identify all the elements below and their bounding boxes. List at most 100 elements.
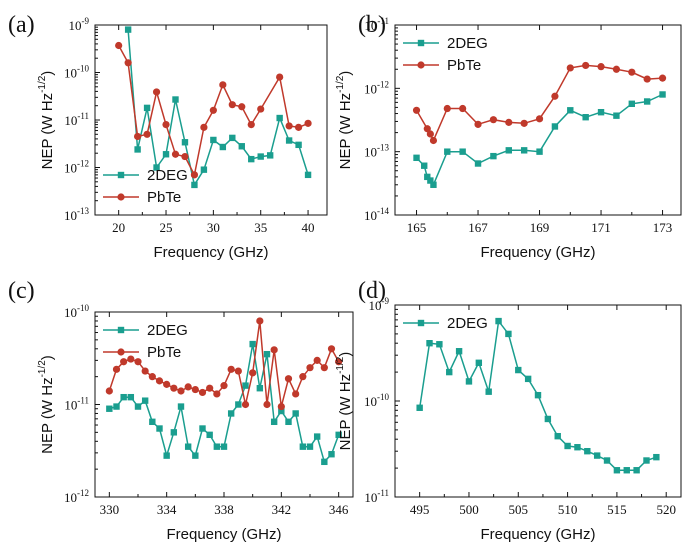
- y-axis-label-exponent: -1/2: [37, 360, 48, 378]
- data-point: [335, 358, 343, 366]
- x-axis-label: Frequency (GHz): [166, 526, 281, 543]
- y-axis-label-close: ): [337, 71, 354, 76]
- data-point: [270, 418, 278, 426]
- y-tick-exponent: -11: [77, 111, 89, 121]
- y-axis-label-main: NEP (W Hz: [39, 377, 56, 453]
- data-point: [238, 143, 245, 150]
- data-point: [628, 68, 636, 76]
- legend-marker: [417, 61, 425, 69]
- data-point: [295, 141, 302, 149]
- legend-label: PbTe: [447, 57, 481, 74]
- y-tick-base: 10: [369, 298, 382, 313]
- data-point: [430, 181, 437, 188]
- data-point: [256, 385, 264, 392]
- data-point: [177, 387, 185, 395]
- series-line: [127, 29, 309, 187]
- data-point: [436, 341, 443, 348]
- panel-label: (c): [8, 278, 35, 304]
- data-point: [424, 173, 431, 181]
- data-point: [313, 356, 321, 364]
- y-tick-base: 10: [364, 394, 377, 409]
- y-axis-label-exponent: -1/2: [335, 75, 346, 93]
- data-point: [421, 162, 428, 169]
- data-point: [127, 355, 135, 363]
- data-point: [584, 447, 591, 455]
- legend-label: 2DEG: [447, 35, 488, 52]
- y-tick-exponent: -11: [377, 488, 389, 498]
- data-point: [249, 369, 257, 377]
- data-point: [485, 388, 492, 395]
- data-point: [564, 442, 571, 450]
- y-tick-label: 10-11: [64, 111, 89, 128]
- y-tick-exponent: -10: [377, 392, 389, 402]
- y-tick-label: 10-14: [364, 206, 389, 223]
- y-tick-label: 10-11: [364, 16, 389, 33]
- series-pbte: [412, 61, 667, 145]
- x-tick-label: 167: [468, 220, 488, 235]
- data-point: [659, 91, 666, 98]
- legend-marker: [117, 171, 125, 179]
- x-tick-label: 338: [214, 502, 234, 517]
- data-point: [124, 59, 132, 67]
- y-tick-exponent: -12: [77, 488, 89, 498]
- legend-label: 2DEG: [147, 322, 188, 339]
- series-line: [108, 320, 340, 407]
- data-point: [134, 403, 142, 410]
- legend-marker: [417, 39, 425, 47]
- data-point: [294, 123, 303, 131]
- data-point: [613, 467, 621, 474]
- y-axis-label-main: NEP (W Hz: [337, 93, 354, 169]
- data-point: [299, 373, 307, 381]
- data-point: [490, 152, 497, 160]
- data-point: [306, 443, 314, 450]
- y-tick-exponent: -11: [77, 396, 89, 406]
- x-tick-label: 330: [100, 502, 120, 517]
- series-line: [118, 45, 309, 178]
- data-point: [266, 152, 274, 159]
- data-point: [633, 467, 640, 474]
- data-point: [505, 147, 512, 154]
- y-tick-label: 10-11: [64, 396, 89, 413]
- data-point: [141, 397, 149, 404]
- data-point: [181, 139, 189, 146]
- data-point: [276, 73, 284, 81]
- data-point: [520, 119, 528, 127]
- data-point: [177, 403, 185, 410]
- x-tick-label: 334: [157, 502, 177, 517]
- data-point: [623, 467, 630, 474]
- data-point: [534, 391, 542, 399]
- data-point: [278, 407, 285, 415]
- y-tick-label: 10-12: [64, 159, 89, 176]
- data-point: [566, 64, 574, 72]
- data-point: [209, 106, 217, 114]
- x-tick-label: 342: [272, 502, 292, 517]
- legend: 2DEG PbTe: [403, 35, 488, 74]
- data-point: [582, 114, 589, 121]
- y-tick-label: 10-9: [369, 296, 390, 313]
- data-point: [551, 92, 559, 100]
- y-tick-base: 10: [64, 305, 77, 320]
- data-point: [613, 112, 620, 119]
- data-point: [263, 400, 271, 409]
- panel-c: (c)330 334 338 342 34610-1010-1110-12Frequen…: [8, 278, 354, 543]
- data-point: [171, 150, 180, 158]
- data-point: [213, 390, 221, 398]
- data-point: [112, 365, 121, 373]
- data-point: [574, 444, 581, 451]
- data-point: [489, 116, 498, 124]
- data-point: [304, 171, 312, 179]
- y-axis-label-close: ): [39, 71, 56, 76]
- plot-frame: [94, 311, 354, 498]
- y-tick-exponent: -10: [77, 64, 89, 74]
- x-tick-label: 165: [407, 220, 427, 235]
- y-tick-base: 10: [364, 490, 377, 505]
- x-tick-label: 346: [329, 502, 349, 517]
- x-tick-label: 30: [207, 220, 220, 235]
- data-point: [413, 154, 420, 162]
- legend-label: PbTe: [147, 189, 181, 206]
- y-tick-base: 10: [64, 208, 77, 223]
- data-point: [285, 137, 293, 144]
- data-point: [219, 143, 227, 151]
- data-point: [643, 75, 651, 83]
